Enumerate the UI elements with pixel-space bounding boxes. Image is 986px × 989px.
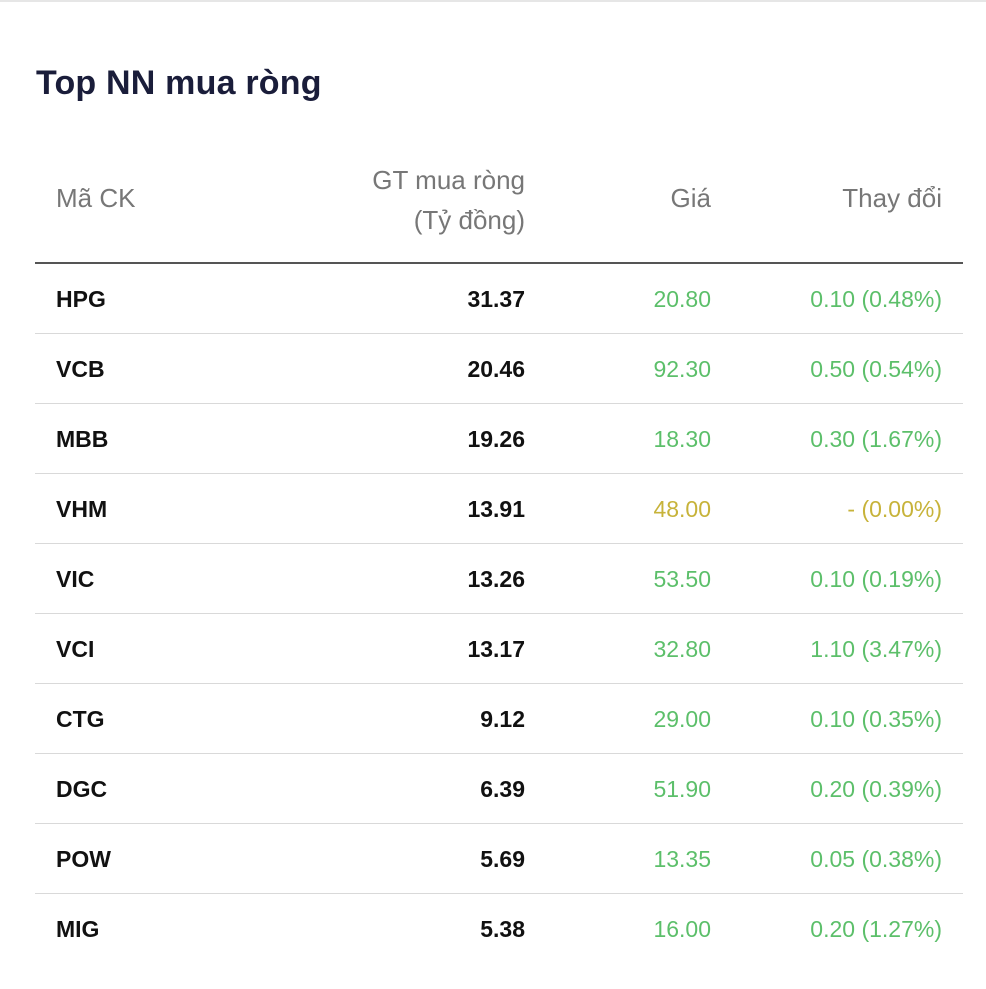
- net-buy-value: 6.39: [480, 776, 525, 802]
- column-header-price[interactable]: Giá: [670, 183, 711, 213]
- table-row[interactable]: HPG 31.37 20.80 0.10 (0.48%): [35, 264, 963, 334]
- net-buy-value: 13.91: [467, 496, 525, 522]
- price: 53.50: [653, 566, 711, 592]
- column-header-net-buy-value-line2: (Tỷ đồng): [413, 205, 525, 235]
- price: 20.80: [653, 286, 711, 312]
- stock-code[interactable]: DGC: [56, 776, 108, 802]
- column-header-change[interactable]: Thay đổi: [842, 183, 942, 213]
- price-change: 1.10 (3.47%): [810, 636, 942, 662]
- table-row[interactable]: DGC 6.39 51.90 0.20 (0.39%): [35, 754, 963, 824]
- stock-code[interactable]: MBB: [56, 426, 109, 452]
- table-row[interactable]: VCI 13.17 32.80 1.10 (3.47%): [35, 614, 963, 684]
- price: 29.00: [653, 706, 711, 732]
- table-row[interactable]: MIG 5.38 16.00 0.20 (1.27%): [35, 894, 963, 963]
- price-change: 0.30 (1.67%): [810, 426, 942, 452]
- stock-code[interactable]: POW: [56, 846, 111, 872]
- price-change: 0.10 (0.35%): [810, 706, 942, 732]
- price: 51.90: [653, 776, 711, 802]
- price: 48.00: [653, 496, 711, 522]
- table-row[interactable]: VHM 13.91 48.00 - (0.00%): [35, 474, 963, 544]
- stock-code[interactable]: CTG: [56, 706, 105, 732]
- stock-code[interactable]: MIG: [56, 916, 100, 942]
- table-body: HPG 31.37 20.80 0.10 (0.48%) VCB 20.46 92.30 0.…: [35, 264, 963, 963]
- net-buy-value: 19.26: [467, 426, 525, 452]
- price-change: 0.20 (1.27%): [810, 916, 942, 942]
- price-change: 0.10 (0.19%): [810, 566, 942, 592]
- stock-code[interactable]: VCB: [56, 356, 105, 382]
- price: 18.30: [653, 426, 711, 452]
- table-row[interactable]: CTG 9.12 29.00 0.10 (0.35%): [35, 684, 963, 754]
- price-change: 0.05 (0.38%): [810, 846, 942, 872]
- price-change: 0.10 (0.48%): [810, 286, 942, 312]
- table-row[interactable]: POW 5.69 13.35 0.05 (0.38%): [35, 824, 963, 894]
- stock-code[interactable]: VIC: [56, 566, 95, 592]
- net-buy-value: 5.69: [480, 846, 525, 872]
- price-change: - (0.00%): [847, 496, 942, 522]
- table-row[interactable]: VCB 20.46 92.30 0.50 (0.54%): [35, 334, 963, 404]
- price: 32.80: [653, 636, 711, 662]
- column-header-net-buy-value[interactable]: GT mua ròng (Tỷ đồng): [372, 160, 525, 240]
- column-header-code[interactable]: Mã CK: [56, 183, 136, 213]
- price: 92.30: [653, 356, 711, 382]
- net-buy-value: 5.38: [480, 916, 525, 942]
- net-buy-value: 13.17: [467, 636, 525, 662]
- stock-code[interactable]: VHM: [56, 496, 108, 522]
- price-change: 0.20 (0.39%): [810, 776, 942, 802]
- price: 13.35: [653, 846, 711, 872]
- foreign-net-buy-table: Mã CK GT mua ròng (Tỷ đồng) Giá Thay đổi…: [35, 158, 963, 963]
- net-buy-value: 20.46: [467, 356, 525, 382]
- stock-code[interactable]: HPG: [56, 286, 106, 312]
- page-title: Top NN mua ròng: [36, 64, 322, 102]
- table-header: Mã CK GT mua ròng (Tỷ đồng) Giá Thay đổi: [35, 158, 963, 264]
- net-buy-value: 31.37: [467, 286, 525, 312]
- net-buy-value: 9.12: [480, 706, 525, 732]
- table-row[interactable]: VIC 13.26 53.50 0.10 (0.19%): [35, 544, 963, 614]
- net-buy-value: 13.26: [467, 566, 525, 592]
- column-header-net-buy-value-line1: GT mua ròng: [372, 165, 525, 195]
- price: 16.00: [653, 916, 711, 942]
- top-divider: [0, 0, 986, 2]
- stock-code[interactable]: VCI: [56, 636, 95, 662]
- price-change: 0.50 (0.54%): [810, 356, 942, 382]
- table-row[interactable]: MBB 19.26 18.30 0.30 (1.67%): [35, 404, 963, 474]
